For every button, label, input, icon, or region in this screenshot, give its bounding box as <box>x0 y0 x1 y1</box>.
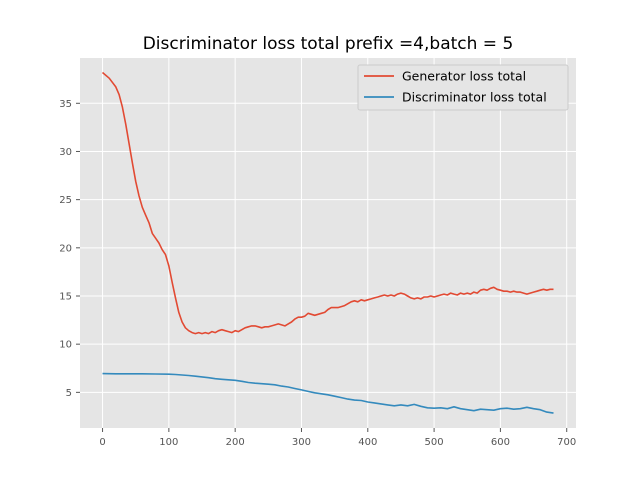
y-tick-label: 5 <box>66 388 72 399</box>
x-gridlines <box>102 58 568 428</box>
plot-area <box>80 58 576 428</box>
legend-box <box>357 64 569 111</box>
x-tick-label: 700 <box>557 437 576 448</box>
legend: Generator loss total Discriminator loss … <box>357 64 569 111</box>
x-tick-label: 0 <box>99 437 105 448</box>
x-tick-label: 300 <box>292 437 311 448</box>
x-tick-label: 500 <box>425 437 444 448</box>
legend-label-generator: Generator loss total <box>402 69 526 84</box>
series-lines <box>101 71 554 414</box>
y-tick-label: 25 <box>59 195 72 206</box>
y-gridlines <box>80 102 576 393</box>
x-tick-label: 400 <box>358 437 377 448</box>
y-tick-label: 20 <box>59 243 72 254</box>
y-axis-ticks: 5 10 15 20 25 30 35 <box>59 99 80 399</box>
y-tick-label: 35 <box>59 99 72 110</box>
series-line-0 <box>101 71 554 335</box>
legend-label-discriminator: Discriminator loss total <box>402 90 547 105</box>
series-line-1 <box>102 372 554 414</box>
x-tick-label: 100 <box>159 437 178 448</box>
y-tick-label: 15 <box>59 291 72 302</box>
x-axis-ticks: 0 100 200 300 400 500 600 700 <box>99 428 576 448</box>
x-tick-label: 600 <box>491 437 510 448</box>
x-tick-label: 200 <box>226 437 245 448</box>
y-tick-label: 10 <box>59 340 72 351</box>
y-tick-label: 30 <box>59 147 72 158</box>
chart-title: Discriminator loss total prefix =4,batch… <box>143 34 514 54</box>
